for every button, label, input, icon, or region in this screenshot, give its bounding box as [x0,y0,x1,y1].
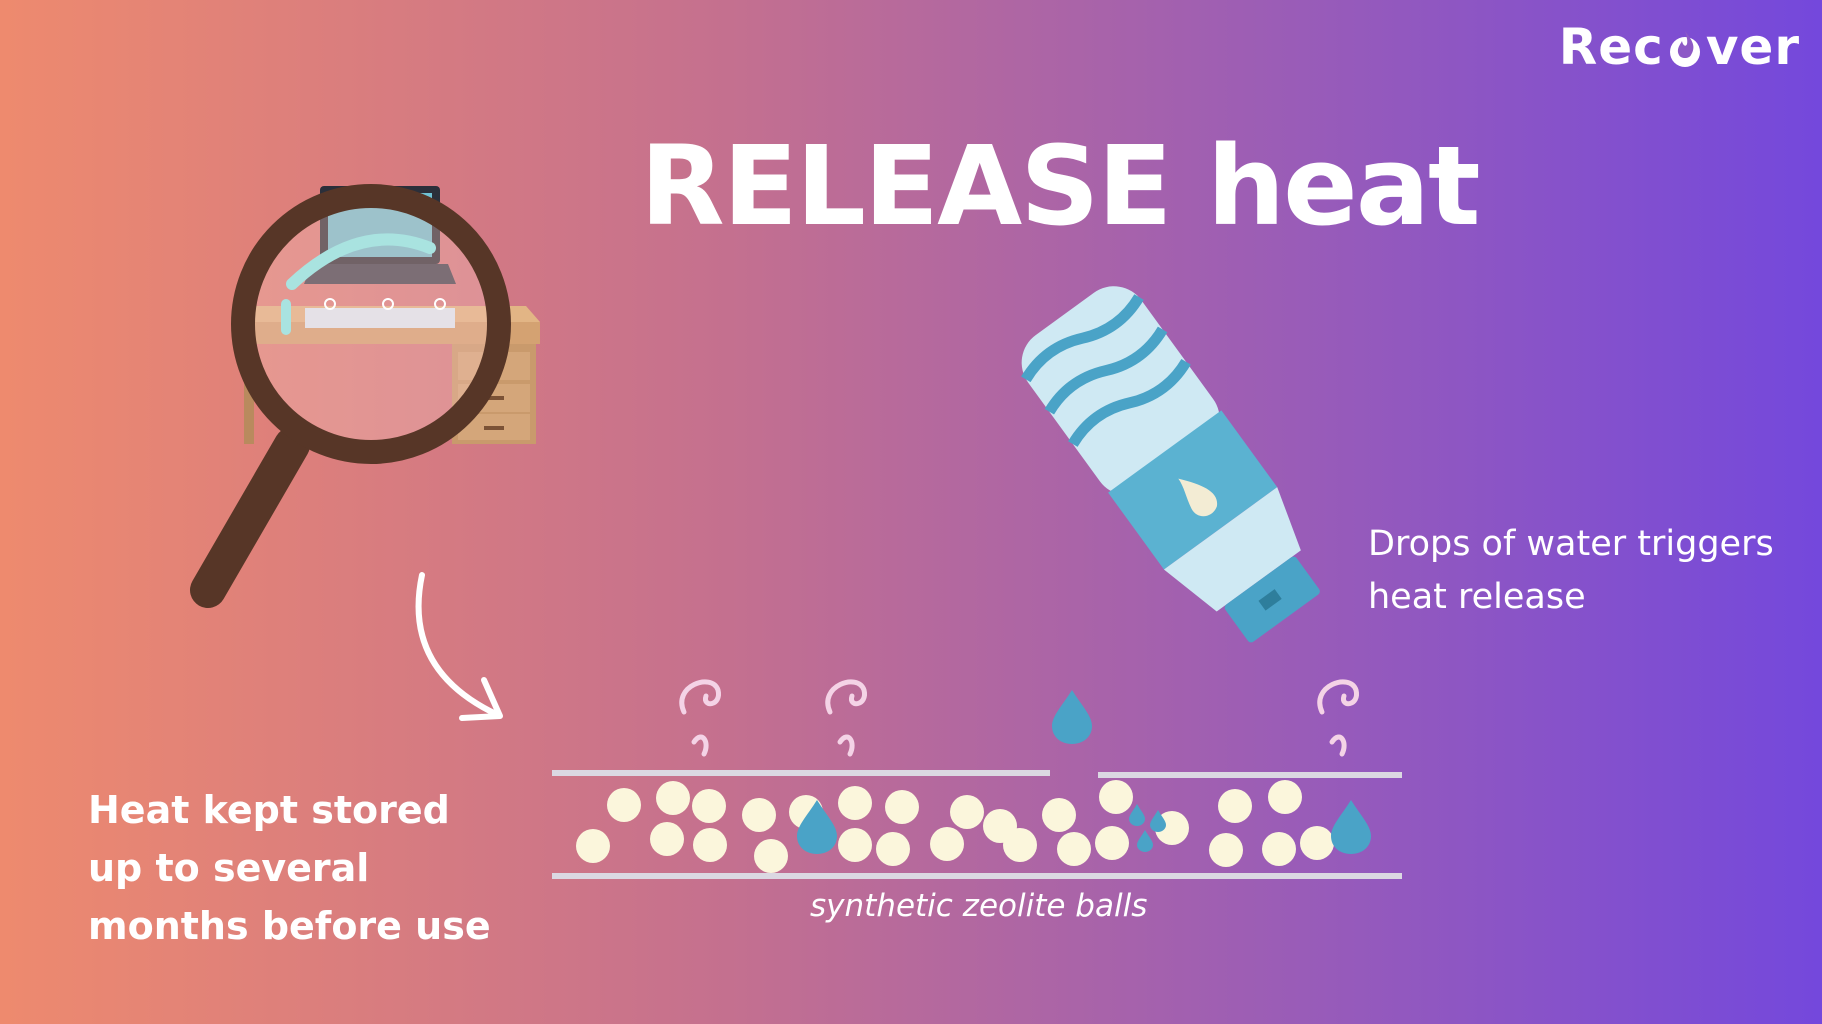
water-drop-icon [797,690,1371,854]
water-bottle-icon [1021,286,1320,643]
brand-name-prefix: Rec [1558,18,1664,76]
water-caption-line: Drops of water triggers [1368,524,1774,564]
storage-caption: Heat kept stored up to several months be… [88,781,518,955]
water-caption: Drops of water triggers heat release [1368,518,1774,624]
brand-name-suffix: ver [1705,18,1800,76]
brand-logo: Rec ver [1559,18,1800,76]
zeolite-caption: synthetic zeolite balls [810,888,1148,924]
curved-arrow-icon [415,572,503,721]
slide-title: RELEASE heat [640,122,1481,250]
steam-swirl-icon [679,679,1359,757]
storage-caption-line: up to several [88,846,370,890]
storage-caption-line: Heat kept stored [88,788,450,832]
zeolite-container [552,770,1402,879]
storage-caption-line: months before use [88,904,491,948]
flame-icon [1669,31,1700,67]
zeolite-balls [576,780,1334,873]
water-caption-line: heat release [1368,577,1586,617]
magnifier-icon [190,184,511,608]
